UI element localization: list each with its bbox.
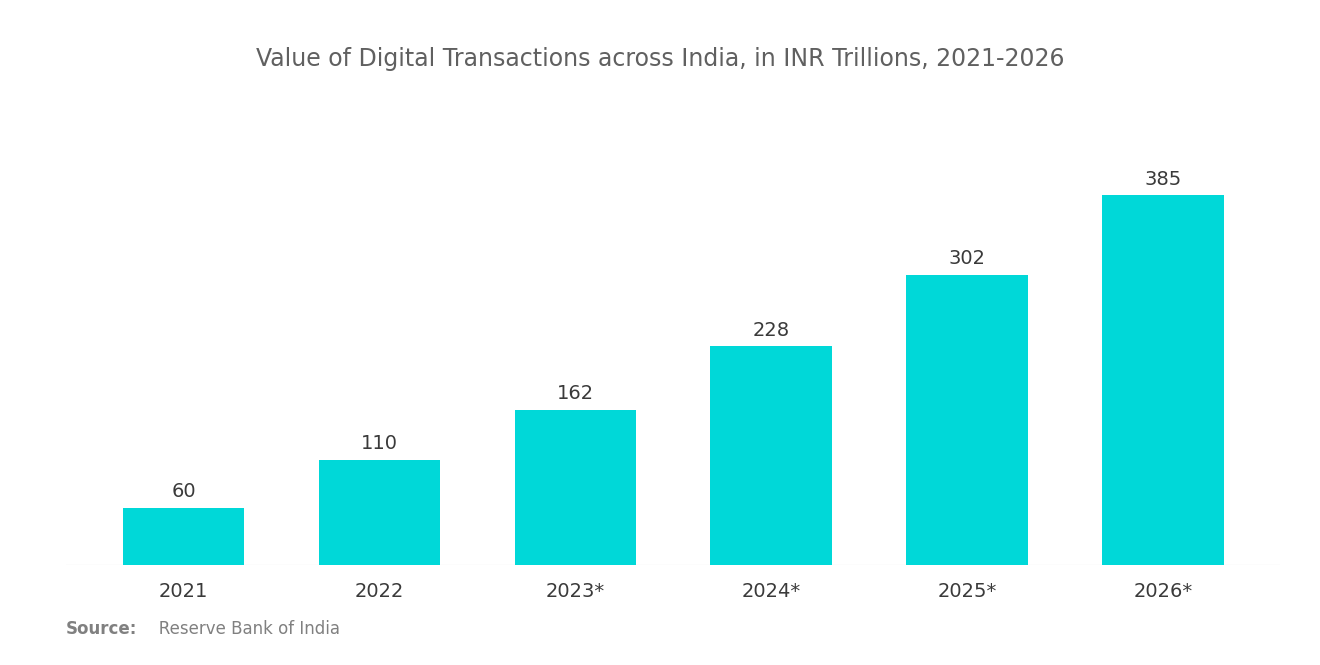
Bar [123,507,244,565]
Text: 228: 228 [752,321,789,340]
Bar [318,460,440,565]
Bar [515,410,636,565]
Text: 110: 110 [360,434,397,453]
Text: 60: 60 [172,482,195,501]
Bar [710,346,832,565]
Text: 162: 162 [557,384,594,403]
Text: Source:: Source: [66,620,137,638]
Text: Reserve Bank of India: Reserve Bank of India [143,620,339,638]
Text: 302: 302 [949,249,986,269]
Bar [1102,196,1224,565]
Text: Value of Digital Transactions across India, in INR Trillions, 2021-2026: Value of Digital Transactions across Ind… [256,47,1064,70]
Text: 385: 385 [1144,170,1181,189]
Bar [907,275,1028,565]
